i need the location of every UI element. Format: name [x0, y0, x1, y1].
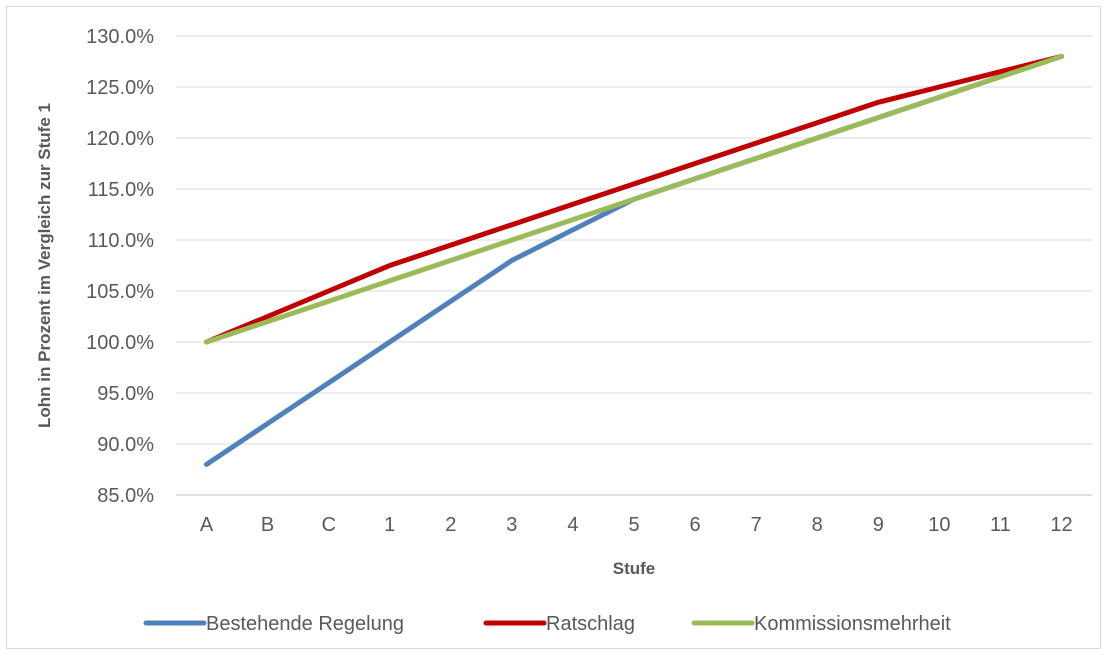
- x-tick-label: 8: [812, 514, 823, 536]
- x-tick-label: 2: [445, 514, 456, 536]
- y-tick-label: 105.0%: [86, 281, 154, 303]
- x-tick-label: 9: [873, 514, 884, 536]
- x-tick-label: C: [321, 514, 335, 536]
- y-axis-tick-labels: 85.0% 90.0% 95.0% 100.0% 105.0% 110.0% 115.0% 1…: [86, 26, 154, 507]
- y-tick-label: 110.0%: [88, 230, 155, 252]
- series-lines: [204, 53, 1064, 467]
- x-tick-label: 7: [751, 514, 762, 536]
- y-tick-label: 90.0%: [97, 434, 154, 456]
- y-tick-label: 95.0%: [97, 383, 154, 405]
- y-tick-label: 125.0%: [86, 77, 154, 99]
- x-tick-label: 6: [690, 514, 701, 536]
- y-tick-label: 130.0%: [86, 26, 154, 48]
- legend-label: Bestehende Regelung: [206, 613, 404, 635]
- series-line-bestehende-regelung: [204, 53, 1064, 467]
- x-tick-label: 1: [384, 514, 395, 536]
- gridlines: [176, 35, 1092, 496]
- series-line-kommissionsmehrheit: [204, 53, 1064, 345]
- y-tick-label: 115.0%: [88, 179, 155, 201]
- y-tick-label: 100.0%: [86, 332, 154, 354]
- legend-label: Ratschlag: [546, 613, 635, 635]
- x-tick-label: 3: [506, 514, 517, 536]
- x-tick-label: B: [261, 514, 274, 536]
- x-tick-label: 10: [928, 514, 950, 536]
- x-tick-label: 12: [1050, 514, 1072, 536]
- chart-frame: [6, 6, 1101, 649]
- x-tick-label: 5: [628, 514, 639, 536]
- x-tick-label: A: [200, 514, 214, 536]
- x-axis-tick-labels: A B C 1 2 3 4 5 6 7 8 9 10 11 12: [200, 514, 1073, 536]
- x-tick-label: 11: [990, 514, 1011, 536]
- x-tick-label: 4: [567, 514, 578, 536]
- legend-label: Kommissionsmehrheit: [754, 613, 951, 635]
- y-tick-label: 120.0%: [86, 128, 154, 150]
- x-axis-title: Stufe: [613, 559, 656, 578]
- y-tick-label: 85.0%: [97, 485, 154, 507]
- series-line-ratschlag: [204, 53, 1064, 345]
- legend: Bestehende Regelung Ratschlag Kommissionsm…: [143, 613, 951, 635]
- y-axis-title: Lohn in Prozent im Vergleich zur Stufe 1: [35, 103, 54, 428]
